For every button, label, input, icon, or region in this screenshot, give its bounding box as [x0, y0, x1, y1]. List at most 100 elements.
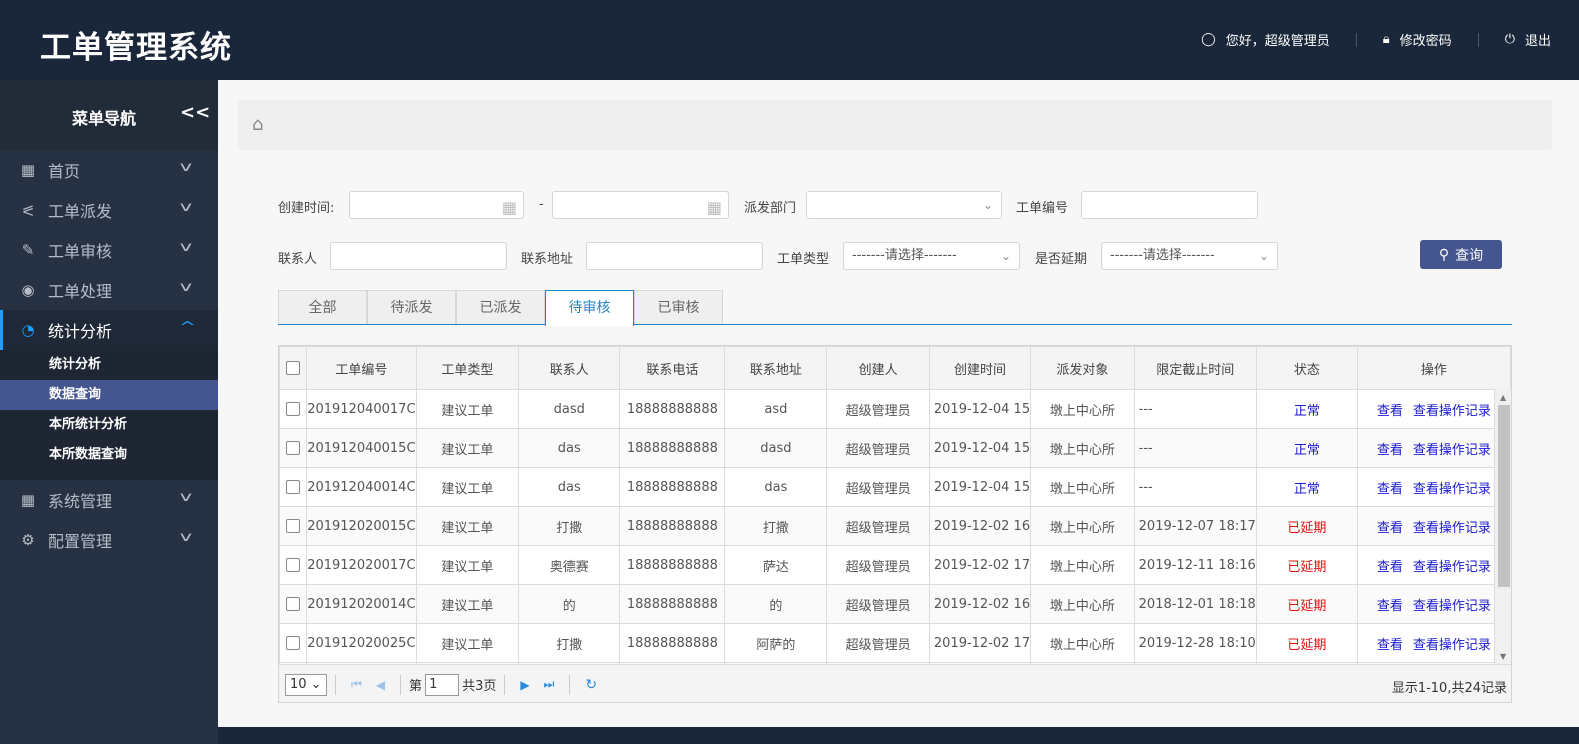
submenu-item[interactable]: 统计分析	[49, 357, 102, 372]
view-link[interactable]: 查看	[1376, 520, 1403, 536]
view-log-link[interactable]: 查看操作记录	[1412, 637, 1491, 653]
vertical-scrollbar[interactable]: ▲ ▼	[1494, 389, 1511, 665]
view-log-link[interactable]: 查看操作记录	[1412, 520, 1491, 536]
column-header[interactable]: 派发对象	[1030, 346, 1135, 390]
table-row[interactable]: 201912020025C 建议工单 打撒 18888888888 阿萨的 超级管理员 20…	[279, 623, 1511, 663]
start-date-input[interactable]: ▦	[349, 191, 524, 219]
query-label: 查询	[1455, 247, 1484, 264]
sidebar-item-3[interactable]: ◉ 工单处理 v	[0, 270, 218, 310]
row-checkbox[interactable]	[286, 636, 301, 650]
column-header[interactable]: 联系电话	[619, 346, 726, 390]
page-size-select[interactable]: 10 ⌄	[285, 673, 327, 696]
first-page-icon[interactable]: ⏮︎	[351, 677, 362, 691]
table-row[interactable]: 201912040014C 建议工单 das 18888888888 das 超级管理员 2…	[279, 467, 1511, 507]
column-header[interactable]: 联系人	[518, 346, 621, 390]
row-checkbox[interactable]	[286, 597, 301, 611]
order-no-input[interactable]	[1081, 191, 1258, 219]
created-time-label: 创建时间:	[278, 201, 335, 216]
calendar-icon[interactable]: ▦	[501, 198, 517, 217]
sidebar-item-2[interactable]: ✎ 工单审核 v	[0, 230, 218, 270]
sidebar-item-6[interactable]: ⚙ 配置管理 v	[0, 520, 218, 560]
row-checkbox[interactable]	[286, 558, 301, 572]
view-link[interactable]: 查看	[1376, 559, 1403, 575]
row-checkbox[interactable]	[286, 441, 301, 455]
user-greeting[interactable]: ◯ 您好，超级管理员	[1201, 30, 1330, 49]
table-cell: 2019-12-07 18:17	[1133, 506, 1257, 546]
table-row[interactable]: 201912040017C 建议工单 dasd 18888888888 asd 超级管理员…	[279, 389, 1511, 429]
sidebar-item-4[interactable]: ◔ 统计分析 ^	[0, 310, 218, 350]
tab-item[interactable]: 已派发	[456, 290, 545, 324]
refresh-icon[interactable]: ↻	[585, 676, 598, 693]
scrollbar-thumb[interactable]	[1498, 405, 1510, 587]
query-button[interactable]: ⚲ 查询	[1420, 240, 1502, 269]
row-checkbox[interactable]	[286, 519, 301, 533]
row-checkbox-cell	[279, 545, 308, 585]
table-row[interactable]: 201912020014C 建议工单的 18888888888 的超级管理员 2019-…	[279, 584, 1511, 624]
table-cell: 18888888888	[619, 389, 726, 429]
tab-item[interactable]: 待派发	[367, 290, 456, 324]
contact-input[interactable]	[330, 242, 507, 270]
column-header[interactable]: 工单类型	[415, 346, 520, 390]
select-all-checkbox[interactable]	[286, 361, 301, 375]
table-cell: 超级管理员	[826, 506, 930, 546]
column-header[interactable]: 限定截止时间	[1133, 346, 1257, 390]
actions-cell: 查看 查看操作记录	[1356, 545, 1511, 585]
end-date-input[interactable]: ▦	[552, 191, 729, 219]
footer-bar	[218, 727, 1579, 744]
last-page-icon[interactable]: ⏭︎	[543, 677, 555, 691]
column-header[interactable]: 工单编号	[306, 346, 417, 390]
view-log-link[interactable]: 查看操作记录	[1412, 403, 1491, 419]
actions-cell: 查看 查看操作记录	[1356, 428, 1511, 468]
column-header[interactable]: 创建人	[826, 346, 930, 390]
view-link[interactable]: 查看	[1376, 481, 1403, 497]
prev-page-icon[interactable]: ◀	[375, 677, 386, 692]
view-log-link[interactable]: 查看操作记录	[1412, 481, 1491, 497]
record-info: 显示1-10,共24记录	[1391, 681, 1507, 696]
column-header[interactable]: 联系地址	[724, 346, 828, 390]
view-link[interactable]: 查看	[1376, 442, 1403, 458]
table-cell: 2019-12-11 18:16	[1133, 545, 1257, 585]
table-cell: 2019-12-28 18:10	[1133, 623, 1257, 663]
submenu-item[interactable]: 本所数据查询	[49, 447, 128, 462]
submenu-item[interactable]: 数据查询	[0, 380, 218, 410]
home-icon[interactable]: ⌂	[252, 114, 264, 135]
tab-item[interactable]: 全部	[278, 290, 367, 324]
order-type-label: 工单类型	[777, 252, 830, 267]
table-row[interactable]: 201912020015C 建议工单 打撒 18888888888 打撒 超级管理员 201…	[279, 506, 1511, 546]
view-link[interactable]: 查看	[1376, 403, 1403, 419]
row-checkbox[interactable]	[286, 480, 301, 494]
column-header[interactable]: 创建时间	[928, 346, 1032, 390]
page-number-input[interactable]: 1	[425, 673, 460, 696]
column-header[interactable]: 操作	[1356, 346, 1511, 390]
tab-item[interactable]: 已审核	[634, 290, 723, 324]
scroll-up-icon[interactable]: ▲	[1500, 393, 1507, 402]
row-checkbox[interactable]	[286, 402, 301, 416]
view-link[interactable]: 查看	[1376, 598, 1403, 614]
sidebar-item-label: 工单派发	[48, 202, 113, 221]
view-link[interactable]: 查看	[1376, 637, 1403, 653]
dept-select[interactable]: ⌄	[806, 191, 1002, 219]
calendar-icon[interactable]: ▦	[706, 198, 722, 217]
view-log-link[interactable]: 查看操作记录	[1412, 559, 1491, 575]
logout-button[interactable]: ⏻ 退出	[1505, 30, 1551, 49]
order-type-select[interactable]: -------请选择------- ⌄	[843, 242, 1020, 270]
delayed-select[interactable]: -------请选择------- ⌄	[1101, 242, 1278, 270]
sidebar-item-5[interactable]: ▦ 系统管理 v	[0, 480, 218, 520]
view-log-link[interactable]: 查看操作记录	[1412, 442, 1491, 458]
address-input[interactable]	[586, 242, 763, 270]
change-password-button[interactable]: 🔒︎ 修改密码	[1383, 30, 1452, 49]
table-cell: 超级管理员	[826, 389, 930, 429]
submenu-item[interactable]: 本所统计分析	[49, 417, 128, 432]
sidebar-item-1[interactable]: ⪕ 工单派发 v	[0, 190, 218, 230]
tab-item[interactable]: 待审核	[545, 290, 634, 326]
view-log-link[interactable]: 查看操作记录	[1412, 598, 1491, 614]
scroll-down-icon[interactable]: ▼	[1500, 652, 1507, 661]
table-row[interactable]: 201912020017C 建议工单 奥德赛 18888888888 萨达 超级管理员 20…	[279, 545, 1511, 585]
sidebar-item-0[interactable]: ▦ 首页 v	[0, 150, 218, 190]
column-header[interactable]: 状态	[1255, 346, 1358, 390]
next-page-icon[interactable]: ▶	[520, 677, 530, 692]
table-row[interactable]: 201912040015C 建议工单 das 18888888888 dasd 超级管理员…	[279, 428, 1511, 468]
collapse-sidebar-button[interactable]: <<	[180, 102, 211, 123]
table-cell: 的	[518, 584, 621, 624]
table-cell: 的	[724, 584, 828, 624]
